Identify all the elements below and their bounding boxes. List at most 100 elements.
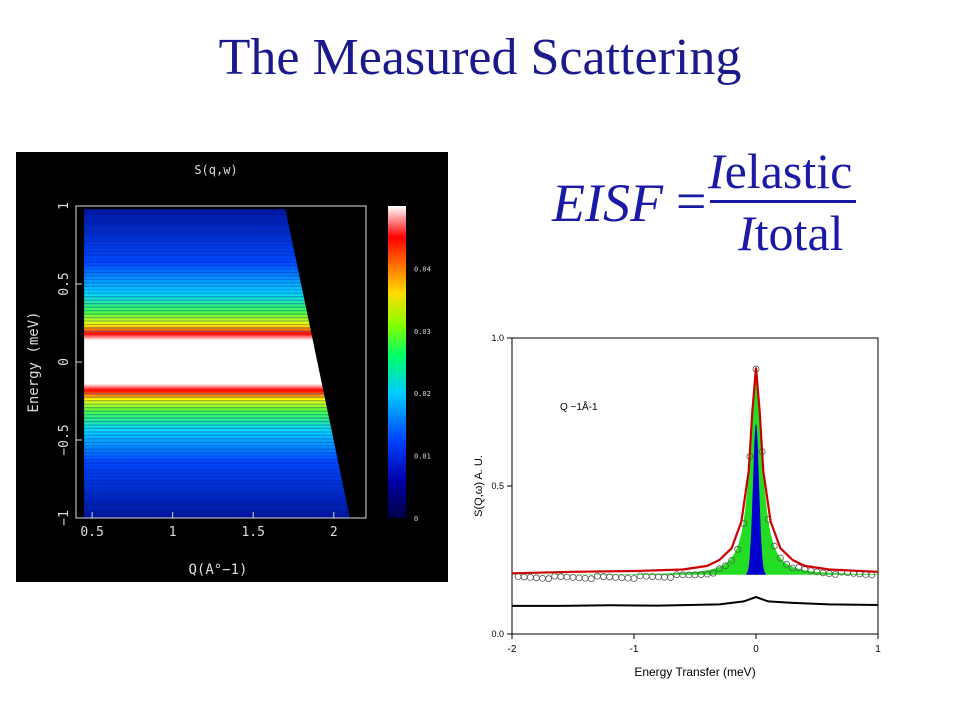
heatmap-noise-row	[84, 237, 350, 239]
heatmap-noise-row	[84, 431, 350, 433]
heatmap-noise-row	[84, 466, 350, 468]
heatmap-xtick-label: 1.5	[241, 525, 264, 540]
colorbar-tick-label: 0.04	[414, 265, 431, 273]
heatmap-noise-row	[84, 299, 350, 301]
heatmap-noise-row	[84, 469, 350, 471]
heatmap-noise-row	[84, 427, 350, 430]
colorbar-tick-label: 0.03	[414, 328, 431, 336]
heatmap-noise-row	[84, 316, 350, 319]
heatmap-noise-row	[84, 410, 350, 412]
heatmap-noise-row	[84, 455, 350, 457]
data-point	[795, 564, 803, 571]
heatmap-noise-row	[84, 278, 350, 280]
data-point	[776, 554, 784, 562]
equals-sign: =	[676, 171, 707, 231]
heatmap-noise-row	[84, 226, 350, 228]
heatmap-noise-row	[84, 264, 350, 267]
lineplot-xtick-label: 0	[753, 644, 759, 655]
heatmap-noise-row	[84, 261, 350, 263]
heatmap-noise-row	[84, 490, 350, 492]
heatmap-noise-row	[84, 240, 350, 242]
heatmap-noise-row	[84, 292, 350, 294]
heatmap-xtick-label: 0.5	[80, 525, 103, 540]
lineplot-xtick-label: -1	[630, 644, 639, 655]
heatmap-noise-row	[84, 219, 350, 222]
eisf-symbol: EISF	[552, 173, 663, 233]
heatmap-noise-row	[84, 479, 350, 482]
lineplot-ytick-label: 0.0	[491, 629, 504, 639]
heatmap-noise-row	[84, 271, 350, 274]
slide-title: The Measured Scattering	[218, 29, 742, 86]
heatmap-noise-row	[84, 313, 350, 315]
heatmap-noise-row	[84, 393, 350, 395]
heatmap-noise-row	[84, 472, 350, 475]
data-point	[667, 574, 675, 581]
heatmap-noise-row	[84, 327, 350, 329]
data-point	[587, 575, 595, 583]
heatmap-noise-row	[84, 209, 350, 211]
heatmap-noise-row	[84, 476, 350, 478]
data-point	[722, 562, 729, 570]
energy-transfer-plot: -2 -1 0 1 0.0 0.5 1.0 Q ~1Å-1 Energy Transfer …	[473, 333, 881, 679]
data-point	[783, 560, 790, 568]
heatmap-noise-row	[84, 251, 350, 253]
lineplot-ytick-label: 0.5	[491, 481, 504, 491]
heatmap-noise-row	[84, 511, 350, 513]
data-point	[728, 556, 736, 564]
heatmap-noise-row	[84, 507, 350, 509]
heatmap-noise-row	[84, 424, 350, 426]
heatmap-noise-row	[84, 452, 350, 454]
heatmap-noise-row	[84, 254, 350, 256]
heatmap-noise-row	[84, 417, 350, 419]
data-point	[545, 575, 552, 583]
q-annotation: Q ~1Å-1	[560, 400, 598, 413]
heatmap-noise-row	[84, 462, 350, 464]
heatmap-noise-row	[84, 448, 350, 450]
data-point	[630, 575, 638, 582]
heatmap-noise-row	[84, 244, 350, 246]
heatmap-noise-row	[84, 212, 350, 215]
heatmap-noise-row	[84, 320, 350, 322]
heatmap-noise-row	[84, 497, 350, 499]
heatmap-ylabel: Energy (meV)	[26, 311, 42, 412]
lineplot-xtick-label: 1	[875, 644, 881, 655]
data-point	[770, 542, 778, 550]
heatmap-noise-row	[84, 403, 350, 405]
colorbar-tick-label: 0.02	[414, 390, 431, 398]
heatmap-ytick-label: −0.5	[57, 424, 72, 455]
lineplot-xtick-label: -2	[508, 644, 517, 655]
heatmap-noise-row	[84, 441, 350, 443]
heatmap-noise-row	[84, 407, 350, 409]
heatmap-noise-row	[84, 285, 350, 287]
eisf-numerator: Ielastic	[708, 143, 853, 199]
heatmap-noise-row	[84, 275, 350, 277]
heatmap-noise-row	[84, 420, 350, 423]
heatmap-noise-row	[84, 504, 350, 506]
heatmap-noise-row	[84, 247, 350, 249]
data-point	[831, 570, 839, 578]
sqw-heatmap: 0.5 1 1.5 2 −1 −0.5 0 0.5 1 0 0.01 0.02 0.03 0.04 S(…	[16, 152, 448, 582]
heatmap-noise-row	[84, 438, 350, 440]
heatmap-noise-row	[84, 396, 350, 398]
colorbar-tick-label: 0	[414, 515, 418, 523]
plot-frame	[511, 337, 879, 635]
data-point	[715, 565, 723, 573]
elastic-fill	[746, 423, 766, 575]
heatmap-noise-row	[84, 282, 350, 284]
heatmap-noise-row	[84, 258, 350, 260]
heatmap-noise-row	[84, 233, 350, 235]
heatmap-noise-row	[84, 500, 350, 502]
colorbar	[388, 206, 406, 518]
heatmap-ytick-label: 0	[57, 358, 72, 366]
heatmap-noise-row	[84, 323, 350, 326]
heatmap-noise-row	[84, 445, 350, 447]
heatmap-title: S(q,w)	[194, 163, 237, 177]
heatmap-noise-row	[84, 223, 350, 225]
heatmap-ytick-label: 0.5	[57, 272, 72, 295]
heatmap-noise-row	[84, 493, 350, 495]
eisf-equation: EISF = Ielastic Itotal	[540, 140, 880, 280]
heatmap-noise-row	[84, 289, 350, 291]
residual-series-line	[512, 595, 879, 607]
heatmap-noise-row	[84, 330, 350, 332]
heatmap-noise-row	[84, 434, 350, 436]
